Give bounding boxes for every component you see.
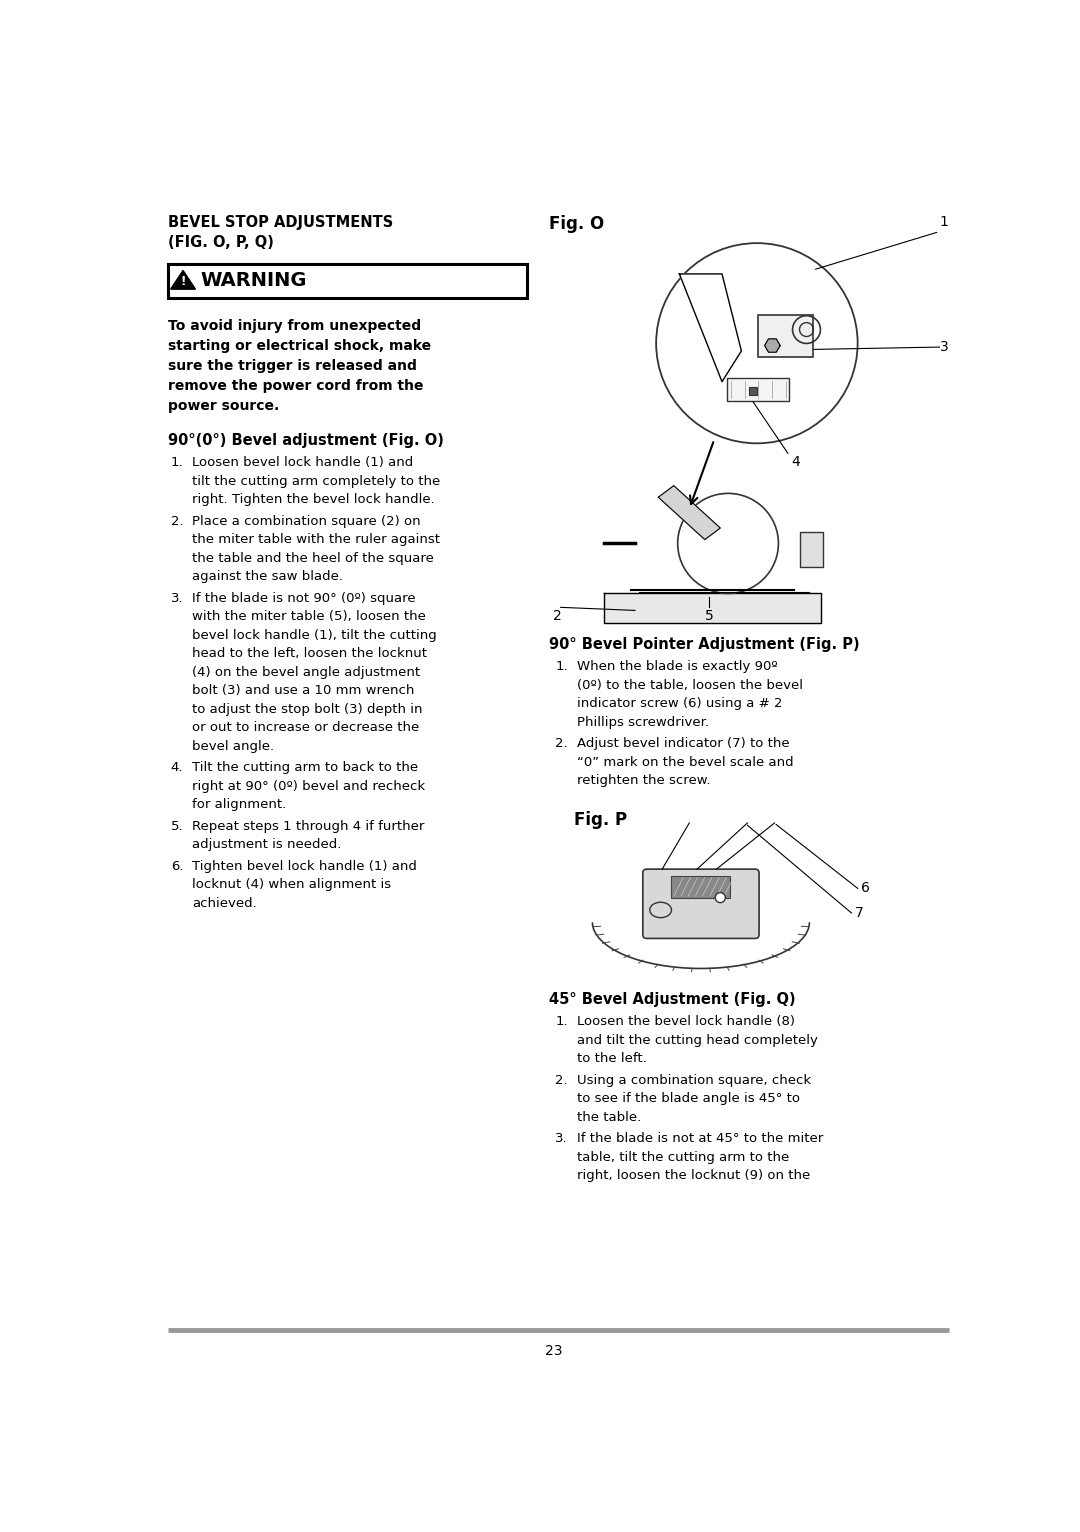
Polygon shape <box>604 593 821 622</box>
Text: 3.: 3. <box>171 591 184 605</box>
Text: retighten the screw.: retighten the screw. <box>577 775 711 787</box>
Text: Place a combination square (2) on: Place a combination square (2) on <box>192 515 421 529</box>
Text: 1.: 1. <box>171 457 184 469</box>
Text: right. Tighten the bevel lock handle.: right. Tighten the bevel lock handle. <box>192 493 435 507</box>
Text: BEVEL STOP ADJUSTMENTS: BEVEL STOP ADJUSTMENTS <box>167 214 393 230</box>
Text: and tilt the cutting head completely: and tilt the cutting head completely <box>577 1034 818 1046</box>
Text: When the blade is exactly 90º: When the blade is exactly 90º <box>577 660 778 674</box>
Text: Tighten bevel lock handle (1) and: Tighten bevel lock handle (1) and <box>192 859 417 873</box>
Text: the table.: the table. <box>577 1111 642 1124</box>
Text: the table and the heel of the square: the table and the heel of the square <box>192 552 434 565</box>
Text: Fig. O: Fig. O <box>549 214 605 233</box>
Polygon shape <box>659 486 720 539</box>
FancyBboxPatch shape <box>672 876 730 898</box>
Text: right at 90° (0º) bevel and recheck: right at 90° (0º) bevel and recheck <box>192 780 426 794</box>
Text: against the saw blade.: against the saw blade. <box>192 570 343 584</box>
Text: sure the trigger is released and: sure the trigger is released and <box>167 360 417 374</box>
Text: for alignment.: for alignment. <box>192 798 286 812</box>
Text: achieved.: achieved. <box>192 896 257 910</box>
Text: Phillips screwdriver.: Phillips screwdriver. <box>577 715 708 729</box>
FancyBboxPatch shape <box>750 388 757 395</box>
Text: “0” mark on the bevel scale and: “0” mark on the bevel scale and <box>577 755 794 769</box>
Text: Loosen bevel lock handle (1) and: Loosen bevel lock handle (1) and <box>192 457 414 469</box>
FancyBboxPatch shape <box>758 314 812 357</box>
Text: 90°(0°) Bevel adjustment (Fig. O): 90°(0°) Bevel adjustment (Fig. O) <box>167 434 444 449</box>
Text: bevel lock handle (1), tilt the cutting: bevel lock handle (1), tilt the cutting <box>192 630 437 642</box>
Polygon shape <box>679 274 741 381</box>
Text: If the blade is not at 45° to the miter: If the blade is not at 45° to the miter <box>577 1132 823 1146</box>
Text: to the left.: to the left. <box>577 1052 647 1065</box>
Text: the miter table with the ruler against: the miter table with the ruler against <box>192 533 441 547</box>
Text: tilt the cutting arm completely to the: tilt the cutting arm completely to the <box>192 475 441 487</box>
FancyBboxPatch shape <box>643 869 759 939</box>
Text: 4.: 4. <box>171 761 184 774</box>
Text: 7: 7 <box>854 905 863 921</box>
Text: right, loosen the locknut (9) on the: right, loosen the locknut (9) on the <box>577 1169 810 1183</box>
Text: to adjust the stop bolt (3) depth in: to adjust the stop bolt (3) depth in <box>192 703 423 715</box>
Text: 6: 6 <box>861 881 869 895</box>
Text: 2.: 2. <box>555 1074 568 1088</box>
Text: starting or electrical shock, make: starting or electrical shock, make <box>167 340 431 354</box>
Text: head to the left, loosen the locknut: head to the left, loosen the locknut <box>192 648 428 660</box>
Text: to see if the blade angle is 45° to: to see if the blade angle is 45° to <box>577 1092 800 1106</box>
Text: or out to increase or decrease the: or out to increase or decrease the <box>192 722 420 734</box>
Text: 2.: 2. <box>555 737 568 751</box>
Text: 1: 1 <box>940 214 948 228</box>
Text: 4: 4 <box>792 455 800 469</box>
Text: Loosen the bevel lock handle (8): Loosen the bevel lock handle (8) <box>577 1016 795 1028</box>
Text: 45° Bevel Adjustment (Fig. Q): 45° Bevel Adjustment (Fig. Q) <box>549 993 796 1008</box>
FancyBboxPatch shape <box>800 532 823 567</box>
Text: remove the power cord from the: remove the power cord from the <box>167 380 423 394</box>
Text: adjustment is needed.: adjustment is needed. <box>192 838 341 852</box>
Text: with the miter table (5), loosen the: with the miter table (5), loosen the <box>192 610 427 624</box>
Text: (FIG. O, P, Q): (FIG. O, P, Q) <box>167 234 273 250</box>
Text: Using a combination square, check: Using a combination square, check <box>577 1074 811 1088</box>
Text: bolt (3) and use a 10 mm wrench: bolt (3) and use a 10 mm wrench <box>192 685 415 697</box>
Text: If the blade is not 90° (0º) square: If the blade is not 90° (0º) square <box>192 591 416 605</box>
Text: 5: 5 <box>705 608 714 624</box>
Text: Repeat steps 1 through 4 if further: Repeat steps 1 through 4 if further <box>192 820 424 833</box>
FancyBboxPatch shape <box>728 378 789 401</box>
Text: 5.: 5. <box>171 820 184 833</box>
Text: Tilt the cutting arm to back to the: Tilt the cutting arm to back to the <box>192 761 418 774</box>
Text: 90° Bevel Pointer Adjustment (Fig. P): 90° Bevel Pointer Adjustment (Fig. P) <box>549 637 860 653</box>
Text: 1.: 1. <box>555 660 568 674</box>
Text: 23: 23 <box>544 1344 563 1359</box>
Text: locknut (4) when alignment is: locknut (4) when alignment is <box>192 878 391 892</box>
Text: 2.: 2. <box>171 515 184 529</box>
Text: To avoid injury from unexpected: To avoid injury from unexpected <box>167 319 421 334</box>
Text: 3.: 3. <box>555 1132 568 1146</box>
FancyBboxPatch shape <box>167 264 527 297</box>
Text: 1.: 1. <box>555 1016 568 1028</box>
Text: !: ! <box>180 274 186 288</box>
Text: indicator screw (6) using a # 2: indicator screw (6) using a # 2 <box>577 697 782 711</box>
Text: power source.: power source. <box>167 400 279 414</box>
Text: WARNING: WARNING <box>200 271 307 291</box>
Text: 6.: 6. <box>171 859 184 873</box>
Polygon shape <box>765 339 780 352</box>
Text: bevel angle.: bevel angle. <box>192 740 274 752</box>
Circle shape <box>715 893 726 902</box>
Text: (0º) to the table, loosen the bevel: (0º) to the table, loosen the bevel <box>577 679 802 692</box>
Text: table, tilt the cutting arm to the: table, tilt the cutting arm to the <box>577 1151 789 1164</box>
Text: (4) on the bevel angle adjustment: (4) on the bevel angle adjustment <box>192 666 420 679</box>
Text: Adjust bevel indicator (7) to the: Adjust bevel indicator (7) to the <box>577 737 789 751</box>
Text: Fig. P: Fig. P <box>573 812 627 829</box>
Text: 3: 3 <box>940 340 948 354</box>
Polygon shape <box>171 271 195 290</box>
Text: 2: 2 <box>553 608 562 624</box>
